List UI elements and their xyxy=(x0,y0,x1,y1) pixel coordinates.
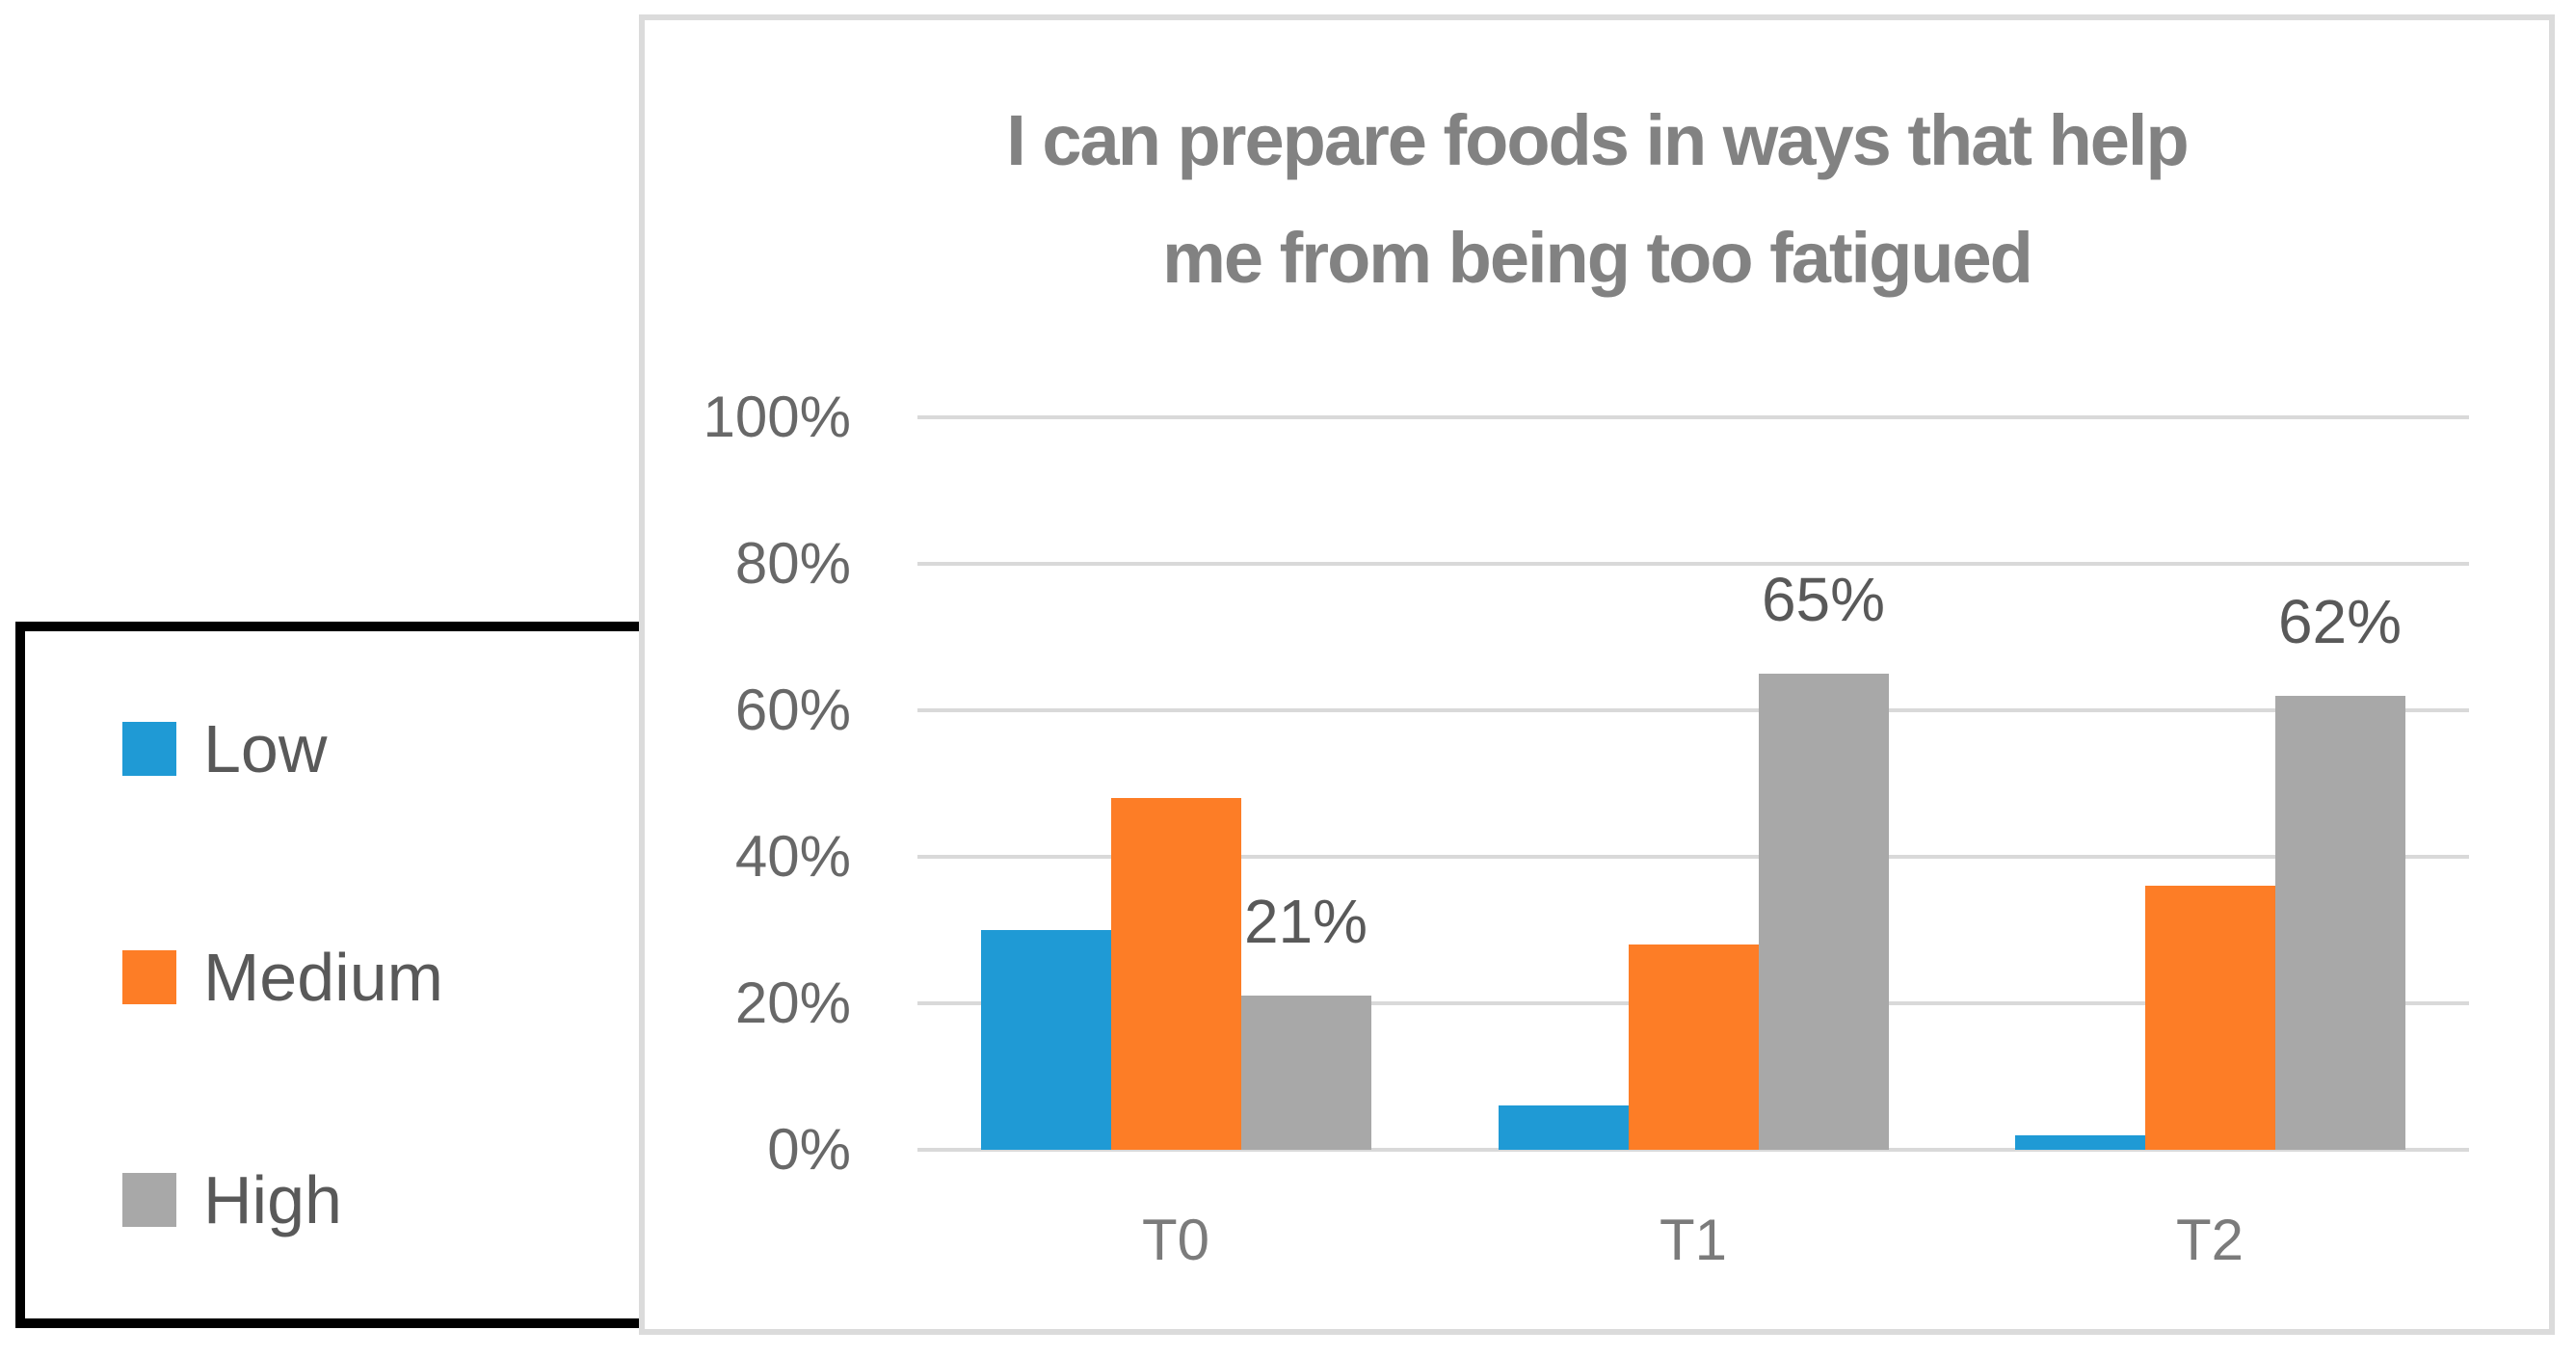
y-axis-tick-40%: 40% xyxy=(734,824,851,889)
legend-item-medium: Medium xyxy=(122,934,443,1021)
legend-label-medium: Medium xyxy=(203,940,443,1015)
legend-swatch-medium xyxy=(122,950,176,1004)
chart-box: I can prepare foods in ways that help me… xyxy=(639,14,2555,1335)
legend-item-low: Low xyxy=(122,705,327,792)
data-label-high-T0: 21% xyxy=(1243,887,1368,957)
legend-label-low: Low xyxy=(203,711,328,786)
legend-item-high: High xyxy=(122,1157,342,1243)
bar-medium-T1 xyxy=(1628,945,1759,1150)
legend-box: Low Medium High xyxy=(15,622,651,1328)
bar-high-T1 xyxy=(1758,674,1889,1150)
y-axis-tick-0%: 0% xyxy=(767,1117,851,1182)
chart-title-line-2: me from being too fatigued xyxy=(1162,218,2033,298)
gridline-80% xyxy=(917,562,2469,566)
gridline-60% xyxy=(917,708,2469,712)
chart-title-line-1: I can prepare foods in ways that help xyxy=(1006,100,2189,180)
bar-high-T2 xyxy=(2274,695,2405,1150)
x-axis-tick-T2: T2 xyxy=(2175,1208,2244,1272)
gridline-40% xyxy=(917,855,2469,859)
chart-title: I can prepare foods in ways that help me… xyxy=(645,82,2549,317)
y-axis-tick-20%: 20% xyxy=(734,971,851,1035)
y-axis-tick-100%: 100% xyxy=(703,385,851,449)
bar-low-T0 xyxy=(980,930,1111,1150)
legend-swatch-high xyxy=(122,1173,176,1227)
plot-area: 21% 65% 62% T0 T1 T2 xyxy=(917,415,2469,1272)
gridline-100% xyxy=(917,415,2469,419)
data-label-high-T2: 62% xyxy=(2277,586,2403,656)
x-axis-tick-T0: T0 xyxy=(1141,1208,1210,1272)
legend-swatch-low xyxy=(122,722,176,776)
bar-low-T2 xyxy=(2014,1134,2145,1150)
x-axis-tick-T1: T1 xyxy=(1659,1208,1728,1272)
gridline-0% xyxy=(917,1148,2469,1152)
bar-high-T0 xyxy=(1240,996,1371,1150)
bar-medium-T2 xyxy=(2144,886,2275,1150)
y-axis-tick-80%: 80% xyxy=(734,531,851,596)
data-label-high-T1: 65% xyxy=(1761,565,1886,634)
bar-medium-T0 xyxy=(1110,798,1241,1150)
legend-label-high: High xyxy=(203,1162,342,1237)
y-axis-tick-60%: 60% xyxy=(734,678,851,742)
bar-low-T1 xyxy=(1498,1105,1629,1150)
